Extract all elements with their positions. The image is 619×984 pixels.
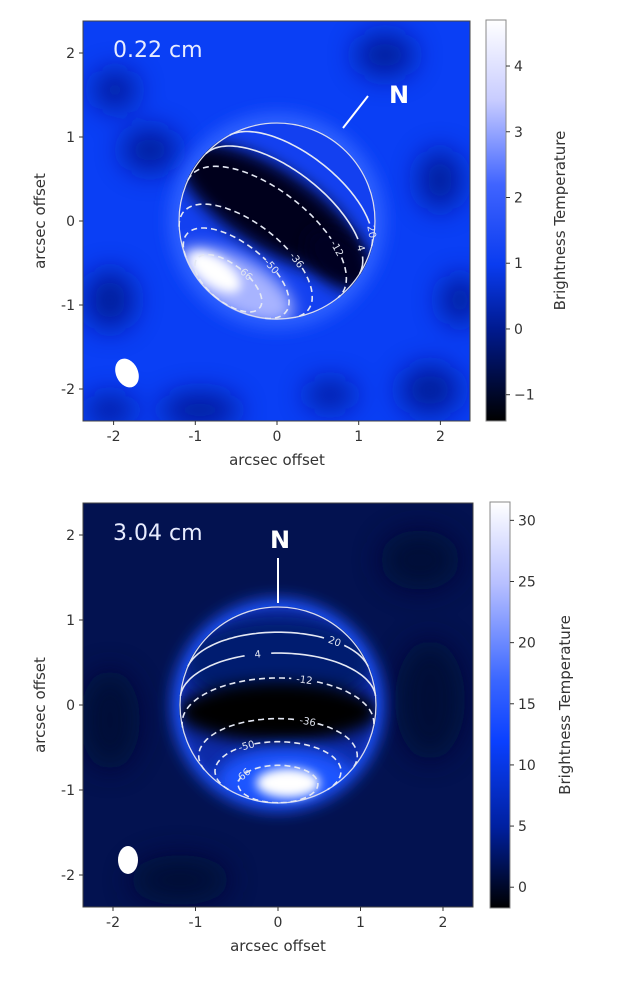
north-label: N: [389, 81, 409, 109]
colorbar-tick-label: 25: [518, 574, 536, 590]
beam-ellipse: [115, 358, 139, 388]
latitude-contour: [187, 631, 369, 667]
colorbar-tick-label: 0: [514, 322, 523, 338]
wavelength-label: 0.22 cm: [113, 38, 203, 63]
colorbar-tick-label: 1: [514, 256, 523, 272]
x-tick-label: 1: [356, 915, 365, 931]
x-tick-label: 2: [439, 915, 448, 931]
latitude-contour: [194, 253, 263, 313]
colorbar-label: Brightness Temperature: [551, 131, 569, 311]
y-tick-label: -1: [61, 783, 75, 799]
colorbar-tick-label: 4: [514, 59, 523, 75]
brightness-map-3.04cm: [83, 503, 473, 907]
latitude-contour: [179, 652, 377, 696]
beam-ellipse: [118, 846, 138, 874]
y-tick-label: 2: [66, 46, 75, 62]
contour-label: -50: [237, 739, 256, 754]
colorbar-tick-label: 0: [518, 880, 527, 896]
latitude-contour: [182, 227, 290, 320]
y-axis-label: arcsec offset: [31, 173, 49, 269]
y-tick-label: 0: [66, 698, 75, 714]
brightness-map-0.22cm: [83, 21, 470, 421]
x-tick-label: 1: [354, 429, 363, 445]
contour-label: 20: [364, 225, 377, 240]
latitude-contour: [197, 717, 359, 771]
wavelength-label: 3.04 cm: [113, 521, 203, 546]
y-tick-label: 0: [66, 214, 75, 230]
colorbar: [489, 501, 511, 909]
contour-label: 4: [254, 649, 261, 661]
colorbar-tick-label: −1: [514, 388, 535, 404]
latitude-contour: [187, 165, 348, 299]
colorbar-tick-label: 10: [518, 758, 536, 774]
colorbar-tick-label: 3: [514, 125, 523, 141]
north-pointer-line: [342, 95, 369, 129]
north-label: N: [270, 526, 290, 554]
y-tick-label: 1: [66, 613, 75, 629]
colorbar-tick-label: 30: [518, 513, 536, 529]
colorbar: [485, 19, 507, 422]
x-tick-label: -2: [107, 429, 121, 445]
latitude-contour: [178, 203, 313, 319]
colorbar-label: Brightness Temperature: [556, 615, 574, 795]
x-tick-label: 0: [273, 429, 282, 445]
x-tick-label: -1: [188, 429, 202, 445]
x-axis-label: arcsec offset: [229, 451, 325, 469]
y-tick-label: -2: [61, 868, 75, 884]
x-tick-label: -2: [106, 915, 120, 931]
latitude-contour: [181, 677, 375, 728]
y-axis-label: arcsec offset: [31, 657, 49, 753]
x-tick-label: 2: [436, 429, 445, 445]
contour-label: -12: [295, 674, 313, 687]
x-tick-label: 0: [274, 915, 283, 931]
latitude-contour: [214, 740, 342, 791]
planet-limb: [179, 606, 377, 804]
y-tick-label: -2: [61, 382, 75, 398]
contour-label: 4: [354, 244, 366, 253]
contour-label: -36: [298, 715, 316, 729]
y-tick-label: 2: [66, 528, 75, 544]
x-tick-label: -1: [189, 915, 203, 931]
x-axis-label: arcsec offset: [230, 937, 326, 955]
colorbar-tick-label: 2: [514, 190, 523, 206]
y-tick-label: -1: [61, 298, 75, 314]
latitude-contour: [229, 130, 374, 247]
contour-label: 20: [326, 635, 342, 650]
latitude-contour: [205, 145, 364, 275]
y-tick-label: 1: [66, 130, 75, 146]
latitude-contour: [237, 764, 319, 804]
colorbar-tick-label: 5: [518, 819, 527, 835]
colorbar-tick-label: 15: [518, 697, 536, 713]
panel-1: -2 -1 0 1 2 2 1 0 -1 -2 arcsec offset arcsec offset…: [31, 19, 569, 469]
colorbar-tick-label: 20: [518, 636, 536, 652]
